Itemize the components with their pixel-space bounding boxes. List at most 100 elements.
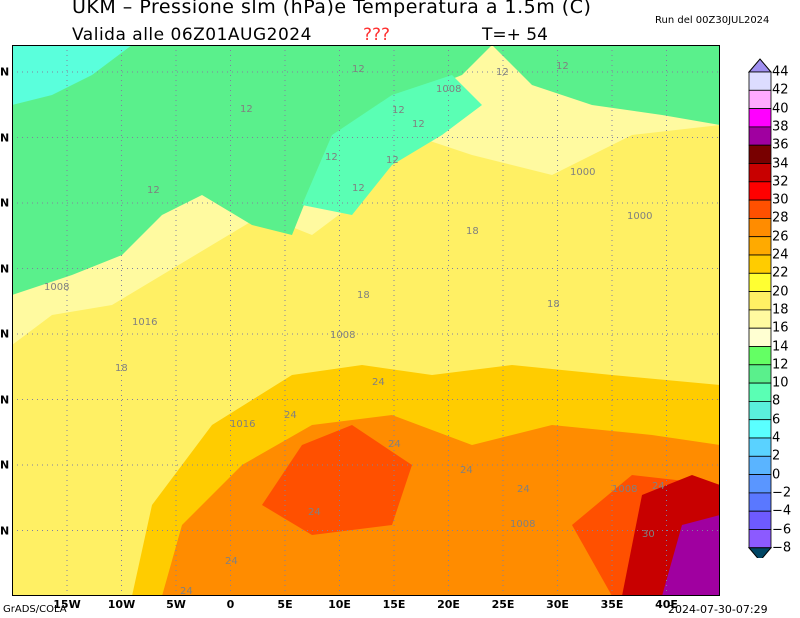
contour-label: 24	[460, 465, 473, 476]
colorbar-label: 30	[772, 192, 789, 208]
contour-label: 1008	[436, 84, 461, 95]
colorbar-label: 6	[772, 412, 781, 428]
contour-label: 24	[652, 481, 665, 492]
lon-label: 15W	[53, 598, 81, 611]
colorbar-swatch	[748, 327, 772, 347]
colorbar-label: 18	[772, 302, 789, 318]
field-extreme-core	[662, 515, 720, 596]
colorbar-label: 0	[772, 467, 781, 483]
contour-label: 12	[412, 119, 425, 130]
contour-labels: 12 12 12 12 12 12 12 12 12 12 1008 1000 1000 18 18 18 10…	[44, 61, 665, 596]
colorbar-swatch	[748, 419, 772, 439]
colorbar-swatch	[748, 272, 772, 293]
lat-label: N	[0, 327, 10, 341]
colorbar-swatch	[748, 199, 772, 219]
colorbar-label: −8	[772, 540, 792, 556]
lon-label: 40E	[655, 598, 678, 611]
contour-label: 1008	[510, 519, 535, 530]
contour-label: 18	[357, 290, 370, 301]
contour-label: 24	[284, 410, 297, 421]
colorbar-swatch	[748, 474, 772, 494]
lon-label: 20E	[437, 598, 460, 611]
colorbar-label: 2	[772, 448, 781, 464]
contour-label: 24	[225, 556, 238, 567]
colorbar-label: 34	[772, 156, 789, 171]
colorbar-label: 42	[772, 82, 789, 98]
temperature-pressure-map: 12 12 12 12 12 12 12 12 12 12 1008 1000 1000 18 18 18 10…	[12, 45, 720, 596]
colorbar-swatch	[748, 492, 772, 512]
colorbar-swatch	[748, 400, 772, 421]
colorbar-label: 38	[772, 119, 789, 135]
colorbar-label: −2	[772, 485, 792, 501]
contour-label: 1008	[612, 484, 637, 495]
colorbar-label: 32	[772, 174, 789, 190]
colorbar-swatch	[748, 217, 772, 238]
colorbar-label: 26	[772, 229, 789, 245]
colorbar-swatch	[748, 437, 772, 457]
colorbar-swatch	[748, 455, 772, 475]
contour-label: 12	[556, 61, 569, 72]
colorbar-label: 24	[772, 247, 789, 263]
colorbar-swatch	[748, 364, 772, 384]
lon-label: 15E	[382, 598, 406, 611]
contour-label: 18	[466, 226, 479, 237]
contour-label: 12	[325, 152, 338, 163]
colorbar-swatch	[748, 382, 772, 402]
colorbar-label: 10	[772, 375, 789, 391]
map-title: UKM – Pressione slm (hPa)e Temperatura a…	[72, 0, 592, 18]
field-northeast-green	[492, 45, 720, 125]
colorbar-swatch	[748, 529, 772, 549]
colorbar-swatch	[748, 181, 772, 201]
contour-label: 12	[392, 105, 405, 116]
lon-label: 5W	[166, 598, 186, 611]
lat-label: N	[0, 524, 10, 537]
contour-label: 30	[642, 529, 655, 540]
colorbar-label: 40	[772, 101, 789, 117]
colorbar-label: 28	[772, 210, 789, 226]
contour-label: 18	[115, 363, 128, 374]
lon-label: 25E	[491, 598, 515, 611]
timestamp-label: 2024-07-30-07:29	[668, 603, 768, 616]
colorbar-swatch	[748, 346, 772, 366]
lon-label: 5E	[277, 598, 293, 611]
colorbar-swatch	[748, 144, 772, 164]
unknown-marker: ???	[363, 25, 391, 45]
contour-label: 1008	[44, 282, 69, 293]
contour-label: 1016	[230, 419, 255, 430]
colorbar-label: −4	[772, 503, 792, 519]
colorbar-swatch	[748, 108, 772, 128]
lon-label: 35E	[600, 598, 624, 611]
lat-label: N	[0, 262, 10, 275]
colorbar-top-arrow	[748, 58, 772, 73]
colorbar-label: 4	[772, 430, 781, 446]
contour-label: 12	[352, 183, 365, 194]
lat-label: N	[0, 458, 10, 472]
colorbar-swatch	[748, 309, 772, 329]
run-time: Run del 00Z30JUL2024	[655, 15, 770, 26]
contour-label: 24	[517, 484, 530, 495]
colorbar-swatch	[748, 291, 772, 311]
colorbar	[748, 58, 772, 558]
forecast-step: T=+ 54	[482, 25, 548, 45]
colorbar-swatch	[748, 71, 772, 91]
colorbar-label: −6	[772, 522, 792, 537]
colorbar-swatch	[748, 236, 772, 256]
field-cyan	[12, 45, 132, 105]
credit-label: GrADS/COLA	[3, 604, 67, 615]
colorbar-label: 36	[772, 137, 789, 153]
lat-label: N	[0, 196, 10, 210]
lon-label: 30E	[546, 598, 569, 611]
contour-label: 24	[308, 507, 321, 518]
contour-label: 12	[386, 155, 399, 166]
contour-label: 12	[240, 104, 253, 115]
field-very-hot	[262, 425, 412, 535]
lat-label: N	[0, 65, 10, 79]
contour-label: 24	[388, 439, 401, 450]
contour-label: 18	[547, 299, 560, 310]
colorbar-swatch	[748, 89, 772, 109]
lat-label: N	[0, 393, 10, 406]
contour-label: 24	[180, 586, 193, 596]
colorbar-label: 20	[772, 284, 789, 300]
valid-time: Valida alle 06Z01AUG2024	[72, 25, 312, 45]
colorbar-bottom-arrow	[748, 547, 772, 558]
